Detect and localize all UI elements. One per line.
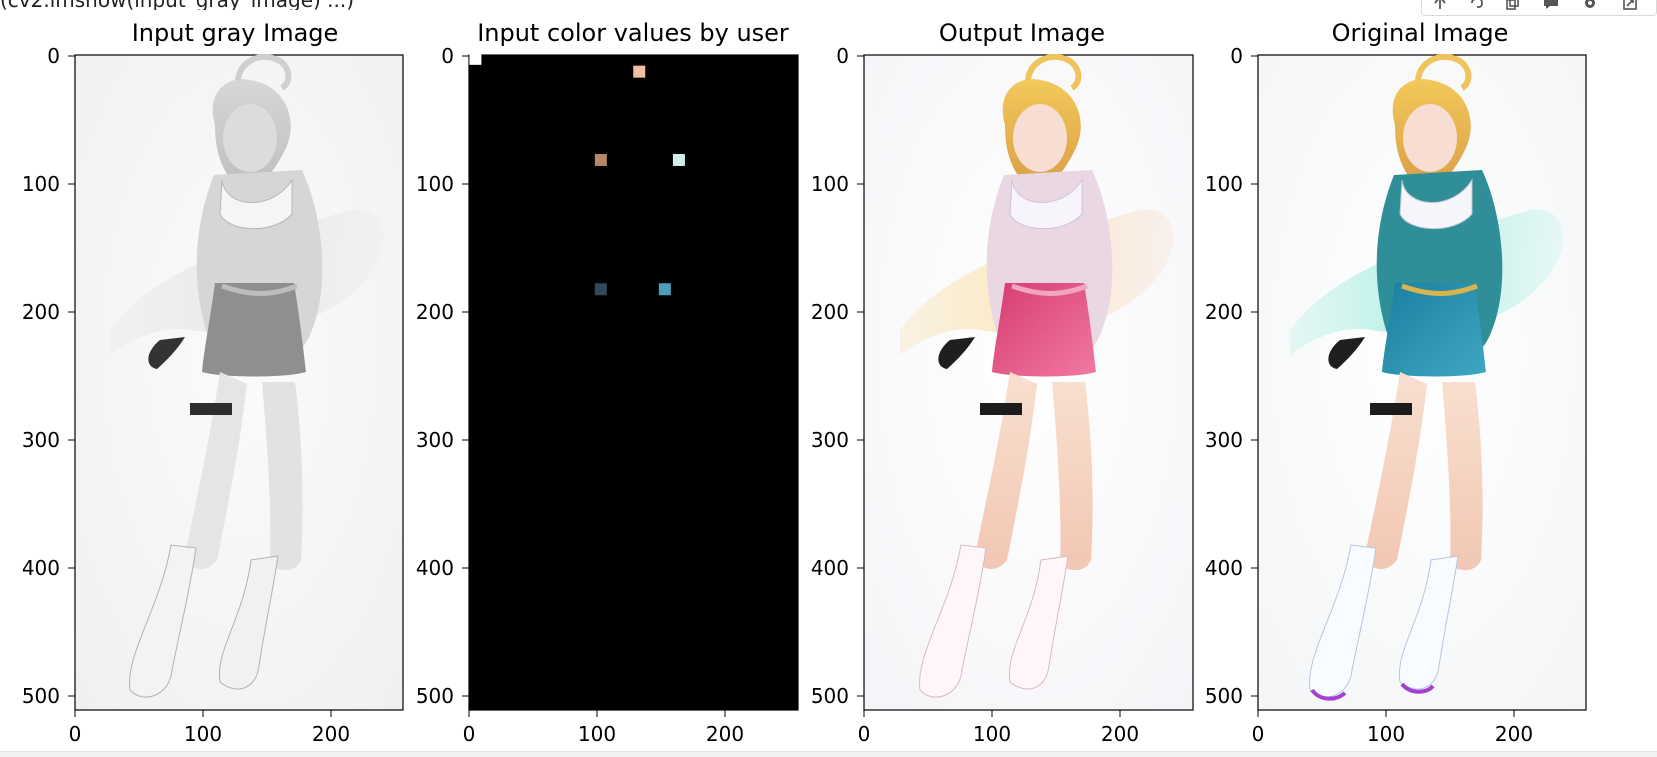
- character-original: [1290, 53, 1564, 701]
- previous-cell-text: (cv2.imshow(input_gray_image) ...): [0, 0, 354, 10]
- y-tick-300: 300: [1205, 428, 1243, 452]
- x-tick-0: 0: [858, 722, 871, 746]
- y-tick-400: 400: [416, 556, 454, 580]
- x-axis-input-color: 0 100 200: [463, 710, 744, 746]
- y-tick-400: 400: [811, 556, 849, 580]
- panel-title-input-color: Input color values by user: [477, 19, 789, 47]
- previous-cell-fragment: (cv2.imshow(input_gray_image) ...): [0, 0, 1657, 10]
- image-input-color: [468, 54, 799, 711]
- x-tick-0: 0: [463, 722, 476, 746]
- x-tick-200: 200: [1495, 722, 1533, 746]
- y-tick-300: 300: [22, 428, 60, 452]
- y-tick-500: 500: [22, 684, 60, 708]
- hint-point-2: [594, 153, 607, 166]
- hint-point-4: [594, 283, 607, 296]
- character-gray: [110, 53, 384, 698]
- x-tick-100: 100: [973, 722, 1011, 746]
- y-tick-400: 400: [22, 556, 60, 580]
- x-tick-100: 100: [578, 722, 616, 746]
- y-tick-100: 100: [22, 172, 60, 196]
- y-axis-input-gray: 0 100 200 300 400 500: [22, 44, 75, 708]
- panel-original: Original Image 0 100 200: [1205, 19, 1587, 746]
- x-tick-100: 100: [1367, 722, 1405, 746]
- character-output: [900, 53, 1174, 698]
- panel-input-gray: Input gray Image 0 100 200: [22, 19, 404, 746]
- y-tick-0: 0: [836, 44, 849, 68]
- hint-point-3: [672, 153, 685, 166]
- x-tick-0: 0: [69, 722, 82, 746]
- y-axis-original: 0 100 200 300 400 500: [1205, 44, 1258, 708]
- x-tick-0: 0: [1252, 722, 1265, 746]
- y-tick-200: 200: [811, 300, 849, 324]
- y-tick-0: 0: [47, 44, 60, 68]
- gear-icon[interactable]: [1582, 0, 1598, 11]
- comment-icon[interactable]: [1542, 0, 1560, 11]
- link-icon[interactable]: [1468, 0, 1484, 11]
- cell-toolbar: [1421, 0, 1657, 16]
- y-tick-0: 0: [441, 44, 454, 68]
- y-tick-500: 500: [811, 684, 849, 708]
- x-tick-200: 200: [706, 722, 744, 746]
- x-axis-output: 0 100 200: [858, 710, 1139, 746]
- y-tick-200: 200: [416, 300, 454, 324]
- y-tick-0: 0: [1230, 44, 1243, 68]
- panel-title-output: Output Image: [939, 19, 1105, 47]
- x-tick-200: 200: [312, 722, 350, 746]
- hint-point-5: [658, 283, 671, 296]
- y-tick-100: 100: [811, 172, 849, 196]
- x-tick-100: 100: [184, 722, 222, 746]
- y-tick-200: 200: [1205, 300, 1243, 324]
- x-axis-original: 0 100 200: [1252, 710, 1533, 746]
- hint-point-layer: [469, 52, 685, 296]
- notebook-divider: [0, 751, 1657, 757]
- copy-icon[interactable]: [1504, 0, 1520, 11]
- y-tick-400: 400: [1205, 556, 1243, 580]
- x-axis-input-gray: 0 100 200: [69, 710, 350, 746]
- panel-title-input-gray: Input gray Image: [132, 19, 339, 47]
- hint-point-1: [633, 65, 646, 78]
- expand-icon[interactable]: [1622, 0, 1638, 11]
- y-axis-input-color: 0 100 200 300 400 500: [416, 44, 469, 708]
- panel-title-original: Original Image: [1332, 19, 1509, 47]
- y-tick-200: 200: [22, 300, 60, 324]
- y-tick-100: 100: [1205, 172, 1243, 196]
- y-tick-300: 300: [416, 428, 454, 452]
- x-tick-200: 200: [1101, 722, 1139, 746]
- panel-output: Output Image 0 100 200: [811, 19, 1194, 746]
- y-axis-output: 0 100 200 300 400 500: [811, 44, 864, 708]
- hint-point-0: [469, 52, 482, 65]
- panel-input-color: Input color values by user 0 100 200 0 1…: [416, 19, 799, 746]
- y-tick-500: 500: [416, 684, 454, 708]
- y-tick-100: 100: [416, 172, 454, 196]
- arrow-up-icon[interactable]: [1432, 0, 1448, 11]
- y-tick-500: 500: [1205, 684, 1243, 708]
- y-tick-300: 300: [811, 428, 849, 452]
